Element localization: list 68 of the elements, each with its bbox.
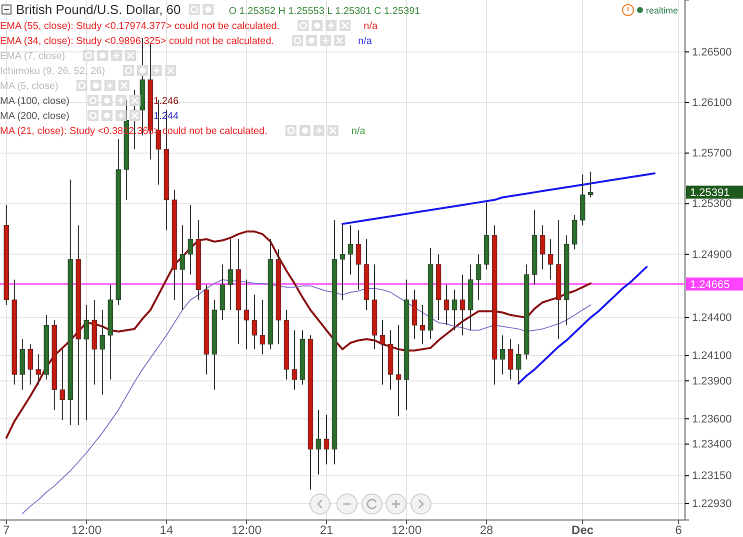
x-tick-label: 12:00 <box>71 523 102 537</box>
candlestick <box>348 224 354 276</box>
candlestick <box>340 223 346 300</box>
y-tick-label: 1.24400 <box>692 312 732 324</box>
candlestick <box>548 238 554 280</box>
candlestick <box>28 344 34 386</box>
chart-title: British Pound/U.S. Dollar, 60 <box>16 2 181 17</box>
candlestick <box>60 348 66 421</box>
y-tick-label: 1.26100 <box>692 97 732 109</box>
candlestick <box>36 354 42 386</box>
candlestick <box>540 224 546 270</box>
y-tick-label: 1.24100 <box>692 350 732 362</box>
x-tick-label: 21 <box>320 523 334 537</box>
annotation: MA (100, close) <box>0 96 70 107</box>
y-tick-label: 1.25700 <box>692 148 732 160</box>
candlestick <box>260 299 266 355</box>
annotation: realtime <box>646 6 678 16</box>
candlestick <box>100 309 106 396</box>
annotation: n/a <box>351 126 366 137</box>
candlestick <box>188 204 194 276</box>
candlestick <box>244 279 250 350</box>
x-tick-label: 28 <box>480 523 494 537</box>
line-series <box>5 230 592 439</box>
x-tick-label: 12:00 <box>231 523 262 537</box>
candlestick <box>324 414 330 465</box>
y-tick-label: 1.23900 <box>692 375 732 388</box>
y-tick-label: 1.26500 <box>692 46 732 58</box>
annotation: MA (200, close) <box>0 111 70 122</box>
candlestick <box>180 224 186 310</box>
y-tick-label: 1.25300 <box>692 198 732 210</box>
candlestick <box>452 289 458 331</box>
candlestick <box>316 409 322 475</box>
y-tick-label: 1.23400 <box>692 438 732 451</box>
x-tick-label: 14 <box>160 523 174 537</box>
candlestick <box>516 344 522 386</box>
annotation: Ichimoku (9, 26, 52, 26) <box>0 66 106 77</box>
annotation: EMA (55, close): Study <0.17974.377> could not be calculated. <box>0 21 280 32</box>
annotation: n/a <box>358 36 372 47</box>
x-tick-label: 6 <box>675 523 682 537</box>
candlestick <box>228 238 234 310</box>
x-tick-label: 7 <box>3 523 10 537</box>
ref-line-label: 1.24665 <box>690 279 730 292</box>
y-tick-label: 1.24900 <box>692 248 732 261</box>
y-tick-label: 1.23150 <box>692 470 732 482</box>
candlestick <box>252 294 258 350</box>
x-tick-label: 12:00 <box>392 523 422 537</box>
annotation: MA (5, close) <box>0 81 58 92</box>
y-tick-label: 1.23600 <box>692 413 732 426</box>
candlestick <box>508 338 514 380</box>
line-series <box>518 266 648 384</box>
candlestick <box>356 230 362 290</box>
y-tick-label: 1.22930 <box>692 498 732 510</box>
candlestick <box>396 324 402 417</box>
candlestick <box>444 284 450 326</box>
candlestick <box>500 334 506 375</box>
candlestick <box>460 274 466 336</box>
text: 1.25391 <box>690 187 730 200</box>
candlestick <box>380 320 386 386</box>
candlestick <box>292 330 298 390</box>
candlestick <box>420 304 426 345</box>
x-tick-label: Dec <box>572 523 594 537</box>
candlestick <box>588 171 594 198</box>
text: O 1.25352 H 1.25553 L 1.25301 C 1.25391 <box>228 6 421 17</box>
candlestick <box>476 254 482 300</box>
candlestick <box>84 304 90 421</box>
annotation: EMA (7, close) <box>0 51 66 62</box>
annotation: n/a <box>364 21 378 32</box>
line-series <box>342 172 656 225</box>
